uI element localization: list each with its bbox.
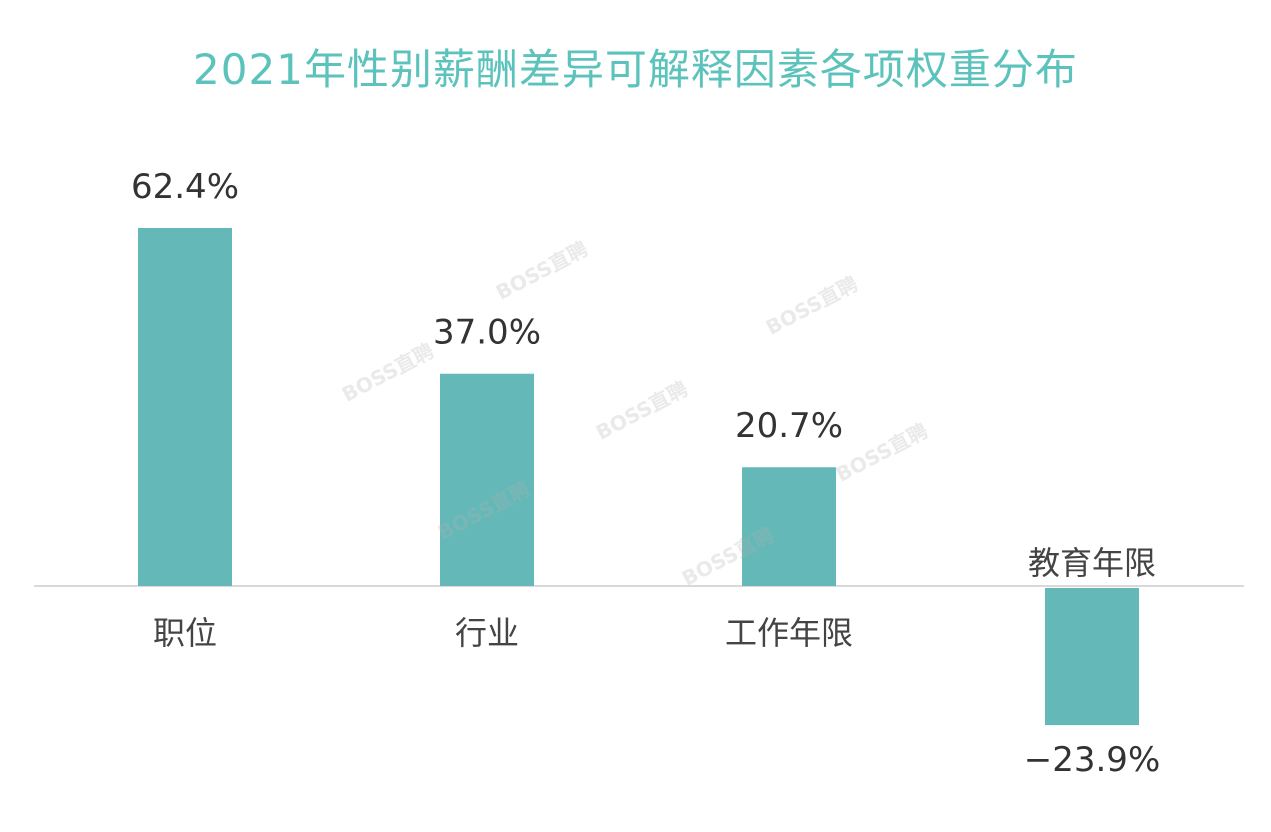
value-label-4: −23.9%	[1024, 740, 1161, 780]
bar-3	[742, 467, 836, 586]
bar-1	[138, 228, 232, 586]
category-label-2: 行业	[455, 614, 519, 652]
category-label-4: 教育年限	[1028, 544, 1156, 582]
value-label-3: 20.7%	[735, 406, 843, 446]
category-label-3: 工作年限	[725, 614, 853, 652]
category-label-1: 职位	[153, 614, 217, 652]
bar-2	[440, 373, 534, 586]
value-label-1: 62.4%	[131, 167, 239, 207]
bar-4	[1045, 588, 1139, 726]
value-label-2: 37.0%	[433, 313, 541, 353]
chart-title: 2021年性别薪酬差异可解释因素各项权重分布	[193, 45, 1078, 94]
